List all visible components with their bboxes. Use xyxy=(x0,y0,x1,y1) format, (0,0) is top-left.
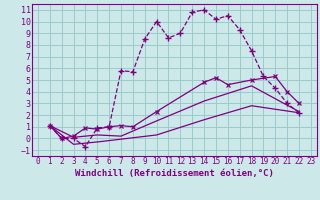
X-axis label: Windchill (Refroidissement éolien,°C): Windchill (Refroidissement éolien,°C) xyxy=(75,169,274,178)
